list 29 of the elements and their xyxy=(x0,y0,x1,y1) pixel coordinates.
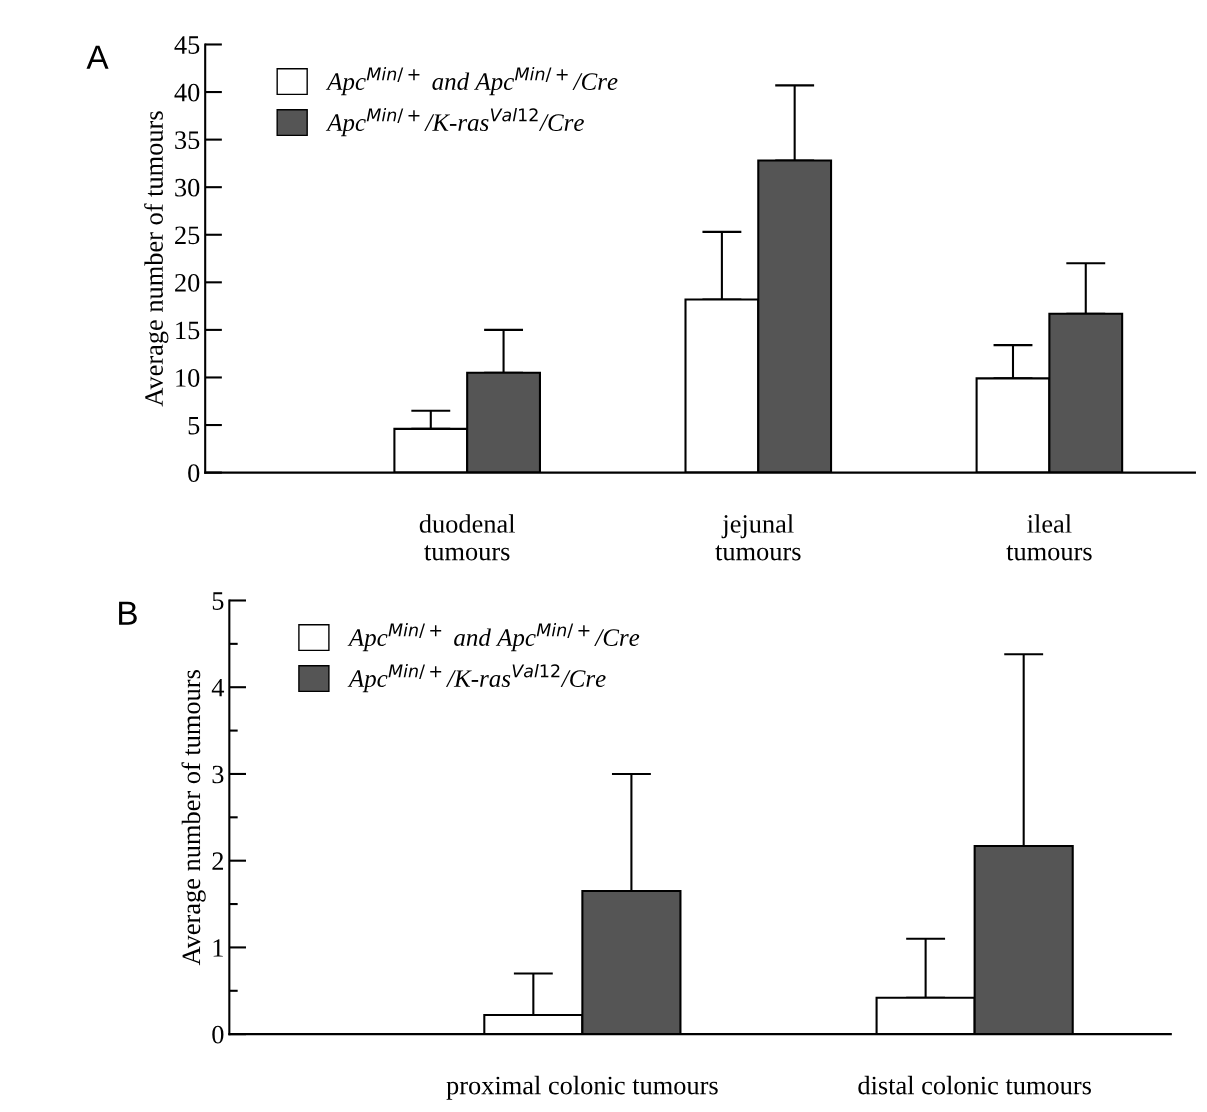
y-tick-label: 30 xyxy=(175,178,200,197)
y-tick-label: 45 xyxy=(174,36,200,54)
chart-title: B xyxy=(119,601,137,625)
y-tick-label: 35 xyxy=(175,131,200,150)
legend-label: Apc$^{Min/+}$ and Apc$^{Min/+}$/Cre xyxy=(325,66,618,96)
y-tick-label: 0 xyxy=(188,464,200,483)
y-tick-label: 3 xyxy=(212,765,224,784)
y-tick-label: 5 xyxy=(212,592,224,610)
chart-title: A xyxy=(86,45,109,69)
y-tick-label: 0 xyxy=(212,1025,224,1044)
y-axis-title: Average number of tumours xyxy=(181,670,206,966)
y-tick-label: 25 xyxy=(175,226,200,245)
y-tick-label: 10 xyxy=(176,369,200,387)
y-axis-title: Average number of tumours xyxy=(144,111,169,407)
x-tick-label: proximal colonic tumours xyxy=(446,1075,718,1100)
y-tick-label: 40 xyxy=(174,83,200,102)
legend-label: Apc$^{Min/+}$ and Apc$^{Min/+}$/Cre xyxy=(347,622,640,652)
x-tick-label: duodenal tumours xyxy=(419,514,516,561)
legend-label: Apc$^{Min/+}$/K-ras$^{Val12}$/Cre xyxy=(347,663,606,693)
x-tick-label: distal colonic tumours xyxy=(858,1075,1091,1095)
y-tick-label: 20 xyxy=(175,273,200,292)
legend-label: Apc$^{Min/+}$/K-ras$^{Val12}$/Cre xyxy=(325,107,584,137)
y-tick-label: 2 xyxy=(212,852,224,870)
y-tick-label: 5 xyxy=(188,416,200,435)
y-tick-label: 1 xyxy=(213,939,223,957)
x-tick-label: jejunal tumours xyxy=(715,514,801,561)
x-tick-label: ileal tumours xyxy=(1006,514,1092,561)
y-tick-label: 15 xyxy=(176,321,200,340)
y-tick-label: 4 xyxy=(211,679,225,697)
